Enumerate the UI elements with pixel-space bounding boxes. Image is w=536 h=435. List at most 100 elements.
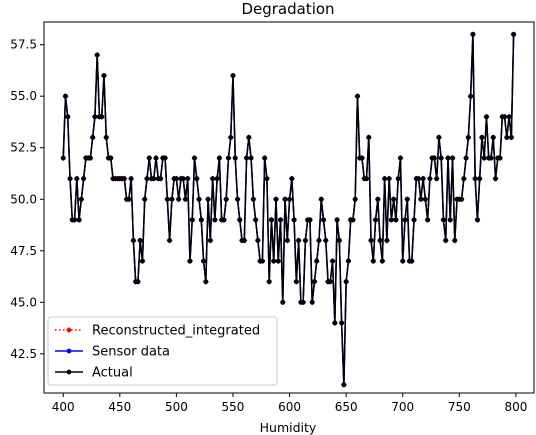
data-point [280,299,286,305]
data-point [508,135,514,140]
legend-marker [66,327,72,333]
data-point [447,217,453,223]
y-tick-label: 57.5 [10,38,37,52]
data-point [94,52,100,58]
data-point [164,196,170,202]
data-point [101,73,107,78]
data-point [278,217,283,223]
data-point [162,155,168,161]
data-point [479,135,485,140]
data-point [477,176,483,182]
data-point [63,93,68,99]
data-point [146,155,152,161]
data-point [359,155,365,161]
data-point [332,320,338,326]
legend-label: Sensor data [92,345,170,360]
data-point [187,258,193,264]
chart-title: Degradation [241,0,334,18]
y-tick-label: 52.5 [10,141,37,155]
data-point [223,196,229,202]
data-point [366,135,372,140]
data-point [217,155,222,161]
y-tick-label: 55.0 [10,89,37,103]
data-point [130,238,136,243]
data-point [135,279,141,285]
data-point [379,258,385,264]
data-point [198,217,204,223]
data-point [339,320,345,326]
data-point [303,238,308,243]
data-point [269,217,274,223]
y-tick-label: 42.5 [10,347,37,361]
data-point [92,114,98,120]
data-point [196,196,202,202]
data-point [434,176,440,182]
data-point [228,135,234,140]
data-point [316,238,322,243]
data-point [205,196,211,202]
data-point [352,196,358,202]
data-point [384,238,390,243]
data-point [121,176,127,182]
data-point [398,155,403,161]
data-point [230,73,236,78]
data-point [76,217,82,223]
data-point [78,196,84,202]
data-point [282,196,288,202]
data-point [488,155,494,161]
data-point [511,31,517,37]
data-point [409,258,415,264]
data-point [364,176,369,182]
data-point [271,258,277,264]
legend-entry: Actual [55,366,133,381]
data-point [144,176,150,182]
data-point [493,176,498,182]
data-point [445,155,451,161]
data-point [465,135,471,140]
data-point [341,382,347,388]
data-point [321,217,326,223]
data-point [377,238,383,243]
x-tick-label: 500 [165,400,188,414]
x-tick-label: 700 [391,400,414,414]
data-point [128,176,134,182]
data-point [67,176,73,182]
x-tick-label: 800 [504,400,527,414]
legend-marker [66,348,72,354]
data-point [262,155,268,161]
data-point [232,155,238,161]
data-point [436,135,442,140]
data-point [180,176,186,182]
data-point [244,155,249,161]
data-point [422,196,428,202]
data-point [203,279,209,285]
data-point [142,196,148,202]
data-point [373,217,378,223]
data-point [248,155,254,161]
legend-entry: Sensor data [55,345,170,360]
data-point [334,217,340,223]
data-point [108,155,114,161]
data-point [382,176,388,182]
data-point [210,176,216,182]
data-point [502,114,507,120]
data-point [201,258,206,264]
x-tick-label: 400 [52,400,75,414]
x-tick-label: 600 [278,400,301,414]
data-point [427,176,433,182]
data-point [255,238,261,243]
data-point [214,176,220,182]
data-point [60,155,66,161]
data-point [137,238,143,243]
data-point [153,155,159,161]
legend-marker [66,369,72,375]
data-point [481,155,487,161]
data-point [461,176,467,182]
data-point [368,238,374,243]
data-point [416,176,421,182]
legend-label: Reconstructed_integrated [92,324,260,339]
data-point [81,176,87,182]
data-point [404,196,410,202]
data-point [307,217,313,223]
data-point [443,238,449,243]
